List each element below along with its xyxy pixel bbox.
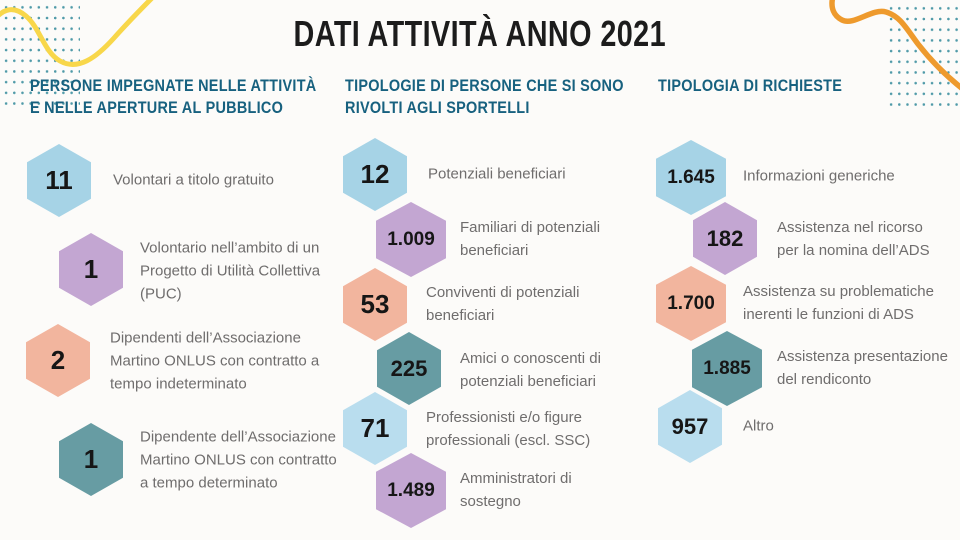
stat-value: 1 bbox=[83, 444, 99, 474]
stat-label: Informazioni generiche bbox=[743, 167, 895, 185]
stat-value: 71 bbox=[360, 413, 390, 443]
stat-value: 11 bbox=[45, 165, 73, 195]
stat-label: Familiari di potenziali beneficiari bbox=[460, 219, 601, 259]
stat-value: 1 bbox=[83, 254, 99, 284]
stat-hexagon-conviventi: 53 bbox=[343, 268, 407, 341]
stat-hexagon-volontario-puc: 1 bbox=[59, 233, 123, 306]
stat-value: 53 bbox=[360, 289, 390, 319]
stat-label: Assistenza su problematiche inerenti le … bbox=[743, 283, 934, 323]
stat-value: 1.009 bbox=[387, 228, 435, 250]
stat-hexagon-assistenza-ricorso: 182 bbox=[693, 202, 757, 275]
stat-label: Dipendenti dell’Associazione Martino ONL… bbox=[110, 329, 320, 393]
stat-label: Conviventi di potenziali beneficiari bbox=[426, 284, 580, 324]
stat-hexagon-assistenza-rendiconto: 1.885 bbox=[692, 331, 762, 406]
stat-value: 1.645 bbox=[667, 166, 715, 188]
stat-value: 225 bbox=[390, 355, 428, 381]
stat-hexagon-amministratori-sostegno: 1.489 bbox=[376, 453, 446, 528]
stat-label: Assistenza nel ricorso per la nomina del… bbox=[777, 219, 930, 259]
stat-label: Volontari a titolo gratuito bbox=[113, 171, 274, 189]
stat-hexagon-familiari: 1.009 bbox=[376, 202, 446, 277]
stat-hexagon-potenziali-beneficiari: 12 bbox=[343, 138, 407, 211]
stat-label: Amici o conoscenti di potenziali benefic… bbox=[460, 350, 601, 390]
stat-hexagon-altro: 957 bbox=[658, 390, 722, 463]
column-header-2: TIPOLOGIE DI PERSONE CHE SI SONO RIVOLTI… bbox=[345, 76, 624, 117]
stat-value: 1.885 bbox=[703, 357, 751, 379]
stat-label: Amministratori di sostegno bbox=[460, 470, 572, 510]
stat-hexagon-dipendente-determinato: 1 bbox=[59, 423, 123, 496]
stat-hexagon-dipendenti-indeterminato: 2 bbox=[26, 324, 90, 397]
stat-label: Volontario nell’ambito di un Progetto di… bbox=[140, 239, 321, 303]
column-header-1: PERSONE IMPEGNATE NELLE ATTIVITÀ E NELLE… bbox=[30, 76, 317, 117]
column-header-3: TIPOLOGIA DI RICHIESTE bbox=[658, 76, 843, 95]
stat-value: 12 bbox=[360, 159, 390, 189]
stat-value: 1.489 bbox=[387, 479, 435, 501]
stat-value: 182 bbox=[706, 225, 744, 251]
page-title: DATI ATTIVITÀ ANNO 2021 bbox=[293, 13, 667, 54]
stat-hexagon-amici-conoscenti: 225 bbox=[377, 332, 441, 405]
stat-value: 2 bbox=[50, 345, 66, 375]
stat-value: 1.700 bbox=[667, 292, 715, 314]
stat-hexagon-professionisti: 71 bbox=[343, 392, 407, 465]
stat-label: Potenziali beneficiari bbox=[428, 165, 566, 183]
stat-hexagon-volontari-gratuito: 11 bbox=[27, 144, 91, 217]
stat-label: Dipendente dell’Associazione Martino ONL… bbox=[140, 428, 337, 492]
stat-hexagon-assistenza-problematiche: 1.700 bbox=[656, 266, 726, 341]
stat-label: Professionisti e/o figure professionali … bbox=[426, 409, 591, 449]
stat-hexagon-informazioni-generiche: 1.645 bbox=[656, 140, 726, 215]
stat-label: Altro bbox=[743, 417, 774, 435]
stat-value: 957 bbox=[671, 413, 709, 439]
stat-label: Assistenza presentazione del rendiconto bbox=[777, 348, 948, 388]
